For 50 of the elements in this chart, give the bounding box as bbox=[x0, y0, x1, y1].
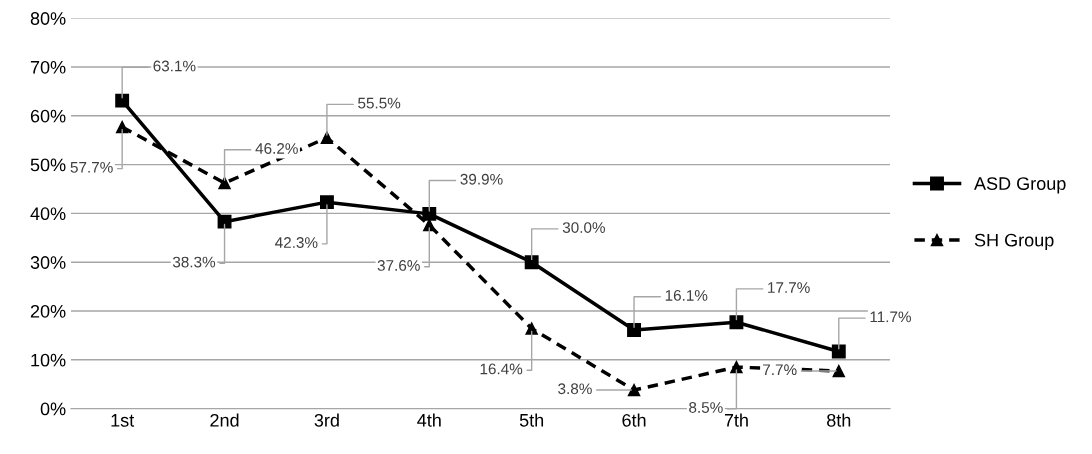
point bbox=[319, 195, 334, 210]
data-label: 8.5% bbox=[689, 402, 723, 413]
x-tick-label: 4th bbox=[417, 413, 441, 427]
legend-label: SH Group bbox=[974, 233, 1054, 251]
data-label: 11.7% bbox=[870, 311, 911, 323]
point bbox=[627, 323, 641, 337]
point bbox=[525, 322, 538, 335]
data-label: 3.8% bbox=[558, 383, 592, 395]
x-tick-label: 6th bbox=[622, 413, 646, 427]
data-label: 30.0% bbox=[562, 222, 605, 233]
y-tick-label: 10% bbox=[31, 353, 66, 367]
legend-label: ASD Group bbox=[974, 177, 1066, 194]
point bbox=[217, 214, 232, 229]
point bbox=[831, 344, 846, 359]
point bbox=[218, 176, 231, 190]
point bbox=[422, 206, 437, 221]
y-tick-label: 80% bbox=[30, 12, 66, 25]
data-label: 17.7% bbox=[768, 282, 810, 293]
data-label: 38.3% bbox=[172, 256, 216, 268]
data-label: 57.7% bbox=[70, 162, 113, 173]
data-label: 39.9% bbox=[460, 173, 503, 185]
point bbox=[524, 255, 539, 270]
data-label: 37.6% bbox=[377, 260, 420, 271]
data-label: 16.4% bbox=[480, 363, 523, 375]
data-label: 46.2% bbox=[255, 143, 298, 154]
point bbox=[115, 93, 130, 108]
x-tick-label: 5th bbox=[519, 413, 544, 427]
point bbox=[423, 218, 436, 232]
x-tick-label: 8th bbox=[827, 413, 851, 427]
y-tick-label: 20% bbox=[30, 304, 66, 318]
point bbox=[627, 383, 641, 397]
y-tick-label: 0% bbox=[40, 402, 66, 416]
data-label: 55.5% bbox=[358, 97, 401, 109]
x-tick-label: 7th bbox=[724, 413, 748, 427]
point bbox=[730, 360, 743, 374]
x-tick-label: 2nd bbox=[210, 413, 239, 427]
y-tick-label: 40% bbox=[30, 207, 66, 221]
data-label: 42.3% bbox=[275, 237, 318, 248]
point bbox=[832, 364, 846, 378]
data-label: 16.1% bbox=[665, 289, 708, 301]
data-label: 63.1% bbox=[153, 60, 196, 72]
x-tick-label: 3rd bbox=[314, 413, 339, 427]
data-label: 7.7% bbox=[763, 364, 797, 376]
y-tick-label: 60% bbox=[30, 109, 66, 123]
y-tick-label: 50% bbox=[30, 158, 66, 172]
point bbox=[729, 315, 744, 330]
y-tick-label: 70% bbox=[30, 60, 66, 74]
x-tick-label: 1st bbox=[111, 414, 135, 427]
point bbox=[320, 131, 334, 144]
y-tick-label: 30% bbox=[30, 256, 66, 269]
